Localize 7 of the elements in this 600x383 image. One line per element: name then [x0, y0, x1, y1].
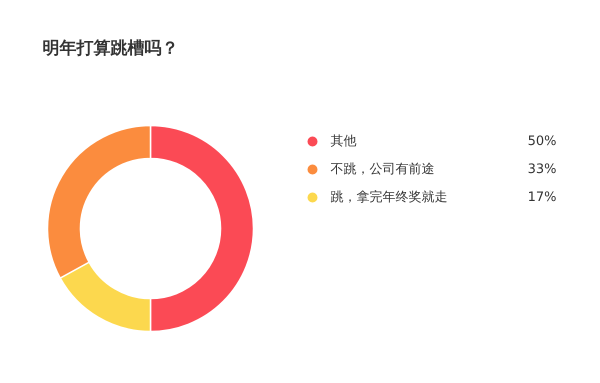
legend-label: 其他 — [330, 134, 356, 149]
legend-label: 不跳，公司有前途 — [330, 162, 434, 177]
chart-title: 明年打算跳槽吗？ — [42, 38, 178, 58]
legend-label: 跳，拿完年终奖就走 — [330, 189, 448, 205]
data-label: 17% — [528, 190, 557, 205]
data-label: 50% — [528, 134, 557, 149]
data-label: 33% — [528, 162, 557, 177]
